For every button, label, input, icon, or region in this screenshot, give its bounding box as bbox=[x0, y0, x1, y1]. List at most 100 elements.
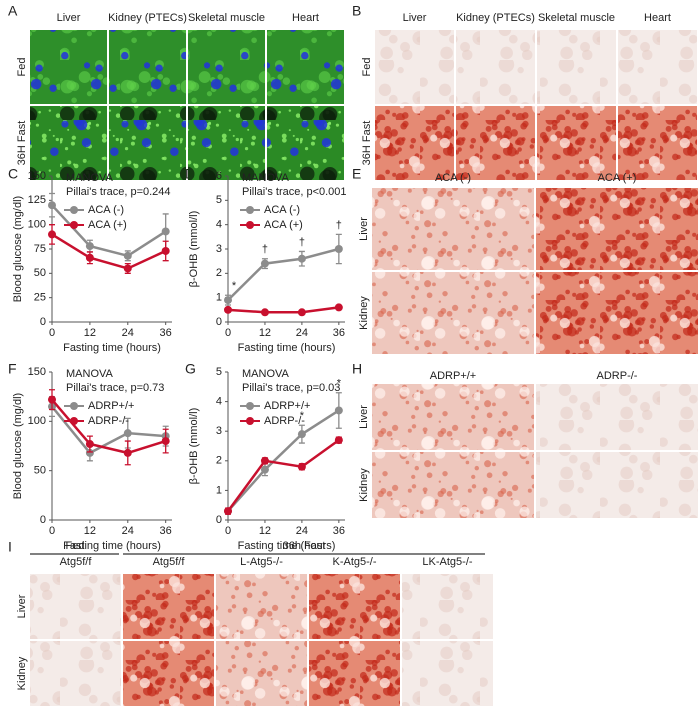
series-line bbox=[227, 409, 340, 512]
column-label: Liver bbox=[403, 12, 427, 24]
micrograph bbox=[188, 106, 265, 180]
y-tick-label: 150 bbox=[28, 366, 46, 378]
data-point bbox=[85, 448, 94, 457]
series-line bbox=[51, 405, 166, 455]
x-tick-label: 24 bbox=[122, 327, 134, 339]
x-tick-label: 24 bbox=[122, 525, 134, 537]
panel-label: C bbox=[8, 166, 18, 182]
row-label: Kidney bbox=[16, 656, 28, 690]
x-axis-label: Fasting time (hours) bbox=[63, 342, 161, 354]
series-line bbox=[51, 233, 167, 270]
data-point bbox=[123, 448, 132, 457]
y-tick-label: 0 bbox=[216, 514, 222, 526]
micrograph bbox=[456, 106, 535, 180]
series-line bbox=[51, 398, 167, 455]
column-label: Atg5f/f bbox=[153, 556, 186, 568]
data-point bbox=[48, 201, 56, 210]
chart-title: MANOVA bbox=[66, 172, 114, 184]
micrograph bbox=[30, 106, 107, 180]
x-axis-label: Fasting time (hours) bbox=[63, 540, 161, 552]
panel-label: E bbox=[352, 166, 361, 182]
micrograph bbox=[216, 641, 307, 706]
group-label: 36h Fast bbox=[283, 540, 326, 552]
chart-title: MANOVA bbox=[242, 368, 290, 380]
row-label: Kidney bbox=[358, 468, 370, 502]
data-point bbox=[123, 429, 132, 438]
micrograph bbox=[30, 30, 107, 104]
micrograph bbox=[309, 574, 400, 639]
row-label: 36H Fast bbox=[16, 121, 28, 166]
legend-label: ADRP+/+ bbox=[88, 400, 134, 412]
y-tick-label: 4 bbox=[216, 219, 222, 231]
column-label: Skeletal muscle bbox=[188, 12, 265, 24]
x-tick-label: 36 bbox=[160, 327, 172, 339]
legend-label: ADRP-/- bbox=[88, 415, 129, 427]
y-tick-label: 2 bbox=[216, 267, 222, 279]
data-point bbox=[161, 246, 170, 255]
micrograph bbox=[123, 574, 214, 639]
x-tick-label: 12 bbox=[259, 327, 271, 339]
data-point bbox=[297, 462, 306, 471]
data-point bbox=[334, 245, 343, 253]
column-label: ADRP+/+ bbox=[430, 370, 476, 382]
x-tick-label: 36 bbox=[333, 327, 345, 339]
row-label: Liver bbox=[16, 594, 28, 618]
legend-label: ACA (-) bbox=[264, 204, 300, 216]
x-tick-label: 0 bbox=[49, 525, 55, 537]
data-point bbox=[85, 253, 94, 262]
micrograph bbox=[536, 384, 698, 450]
column-label: Skeletal muscle bbox=[538, 12, 615, 24]
legend-marker bbox=[70, 402, 78, 410]
column-label: Kidney (PTECs) bbox=[456, 12, 535, 24]
data-point bbox=[48, 230, 56, 239]
x-tick-label: 0 bbox=[49, 327, 55, 339]
data-point bbox=[297, 430, 306, 439]
panel-label: I bbox=[8, 539, 12, 555]
series-line bbox=[227, 247, 340, 301]
data-point bbox=[297, 254, 306, 263]
annotation: † bbox=[299, 236, 305, 248]
y-tick-label: 3 bbox=[216, 243, 222, 255]
panel-label: A bbox=[8, 3, 18, 19]
y-tick-label: 2 bbox=[216, 455, 222, 467]
y-tick-label: 0 bbox=[40, 316, 46, 328]
y-tick-label: 0 bbox=[40, 514, 46, 526]
row-label: Liver bbox=[358, 217, 370, 241]
chart-subtitle: Pillai's trace, p<0.001 bbox=[242, 186, 347, 198]
data-point bbox=[260, 465, 269, 474]
panel-label: G bbox=[185, 361, 196, 377]
micrograph bbox=[188, 30, 265, 104]
data-point bbox=[224, 507, 232, 516]
column-label: Heart bbox=[292, 12, 319, 24]
column-label: Atg5f/f bbox=[60, 556, 93, 568]
legend-label: ADRP-/- bbox=[264, 415, 305, 427]
chart-subtitle: Pillai's trace, p=0.03 bbox=[242, 382, 340, 394]
group-label: Fed bbox=[66, 540, 85, 552]
data-point bbox=[334, 303, 343, 312]
micrograph bbox=[536, 188, 698, 270]
legend-label: ADRP+/+ bbox=[264, 400, 310, 412]
micrograph bbox=[109, 106, 186, 180]
annotation: * bbox=[232, 280, 237, 292]
micrograph bbox=[536, 452, 698, 518]
x-axis-label: Fasting time (hours) bbox=[238, 540, 336, 552]
column-label: LK-Atg5-/- bbox=[422, 556, 472, 568]
data-point bbox=[85, 440, 94, 449]
column-label: L-Atg5-/- bbox=[240, 556, 283, 568]
micrograph bbox=[536, 272, 698, 354]
panel-label: H bbox=[352, 361, 362, 377]
data-point bbox=[161, 437, 170, 446]
micrograph bbox=[372, 384, 534, 450]
micrograph bbox=[456, 30, 535, 104]
data-point bbox=[48, 395, 56, 404]
micrograph bbox=[537, 106, 616, 180]
y-tick-label: 1 bbox=[216, 292, 222, 304]
y-tick-label: 50 bbox=[34, 267, 46, 279]
y-tick-label: 4 bbox=[216, 396, 222, 408]
x-tick-label: 36 bbox=[160, 525, 172, 537]
row-label: Fed bbox=[16, 58, 28, 77]
data-point bbox=[224, 296, 232, 305]
data-point bbox=[123, 251, 132, 260]
micrograph bbox=[123, 641, 214, 706]
